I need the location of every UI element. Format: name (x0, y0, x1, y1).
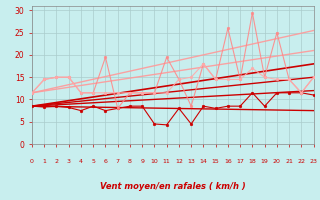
X-axis label: Vent moyen/en rafales ( km/h ): Vent moyen/en rafales ( km/h ) (100, 182, 246, 191)
